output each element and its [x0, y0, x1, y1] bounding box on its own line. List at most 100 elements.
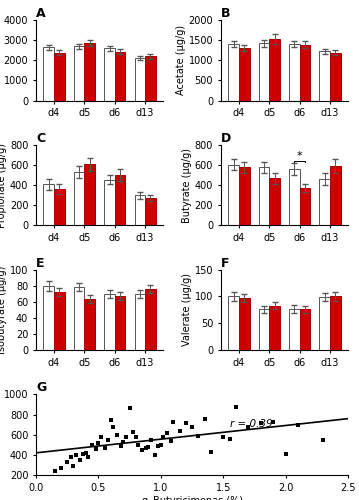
Point: [189, 422, 195, 430]
Bar: [320, 52, 330, 100]
Bar: [289, 309, 300, 350]
Point: [70, 462, 76, 470]
Bar: [74, 288, 84, 350]
Point: [108, 416, 114, 424]
Point: [52, 467, 57, 475]
Bar: [289, 169, 300, 226]
Point: [227, 435, 232, 443]
Bar: [289, 44, 300, 100]
Bar: [115, 296, 125, 350]
Point: [148, 436, 154, 444]
Point: [171, 418, 176, 426]
Point: [202, 414, 208, 422]
Bar: [84, 298, 95, 350]
Bar: [54, 189, 65, 226]
Bar: [84, 164, 95, 226]
Bar: [320, 178, 330, 226]
Bar: [145, 56, 156, 100]
Point: [118, 442, 124, 450]
Bar: [330, 296, 341, 350]
Point: [152, 451, 158, 459]
Point: [95, 439, 101, 447]
Bar: [330, 52, 341, 100]
Text: *: *: [297, 151, 303, 161]
Bar: [228, 44, 239, 100]
Point: [164, 428, 170, 436]
Bar: [320, 297, 330, 350]
Point: [168, 437, 174, 445]
Bar: [330, 166, 341, 226]
Point: [160, 432, 166, 440]
Point: [183, 418, 189, 426]
Point: [73, 451, 79, 459]
Point: [233, 402, 239, 410]
Point: [123, 432, 129, 440]
Bar: [228, 165, 239, 226]
X-axis label: g_Butyricimonas (%): g_Butyricimonas (%): [141, 496, 243, 500]
Bar: [300, 188, 310, 226]
Point: [133, 432, 139, 440]
Bar: [145, 289, 156, 350]
Point: [258, 418, 264, 426]
Bar: [239, 298, 250, 350]
Text: E: E: [36, 256, 45, 270]
Bar: [269, 306, 280, 350]
Bar: [135, 58, 145, 100]
Bar: [269, 39, 280, 100]
Point: [270, 418, 276, 426]
Point: [68, 453, 74, 461]
Point: [195, 432, 201, 440]
Text: r = 0.39: r = 0.39: [229, 418, 272, 428]
Bar: [43, 184, 54, 226]
Point: [246, 422, 251, 430]
Point: [83, 449, 89, 457]
Y-axis label: Valerate (μg/g): Valerate (μg/g): [182, 274, 192, 346]
Point: [64, 458, 70, 466]
Point: [89, 441, 95, 449]
Bar: [115, 175, 125, 226]
Bar: [74, 46, 84, 100]
Point: [208, 448, 214, 456]
Point: [114, 430, 120, 438]
Text: F: F: [221, 256, 229, 270]
Point: [93, 445, 99, 453]
Point: [177, 426, 182, 434]
Bar: [239, 168, 250, 226]
Text: D: D: [221, 132, 231, 145]
Bar: [43, 47, 54, 100]
Point: [77, 456, 83, 464]
Bar: [43, 286, 54, 350]
Bar: [84, 43, 95, 100]
Bar: [115, 52, 125, 100]
Text: A: A: [36, 7, 46, 20]
Point: [130, 428, 136, 436]
Point: [158, 441, 164, 449]
Point: [102, 444, 107, 452]
Point: [295, 420, 301, 428]
Point: [283, 450, 289, 458]
Bar: [135, 294, 145, 350]
Bar: [74, 172, 84, 226]
Bar: [269, 178, 280, 226]
Bar: [135, 195, 145, 226]
Y-axis label: Propionate (μg/g): Propionate (μg/g): [0, 142, 7, 228]
Bar: [259, 168, 269, 226]
Text: C: C: [36, 132, 45, 145]
Bar: [145, 198, 156, 226]
Bar: [259, 310, 269, 350]
Text: G: G: [36, 382, 46, 394]
Point: [135, 441, 141, 449]
Point: [111, 422, 116, 430]
Point: [155, 442, 161, 450]
Point: [58, 464, 64, 472]
Bar: [54, 52, 65, 100]
Point: [143, 444, 149, 452]
Point: [320, 436, 326, 444]
Bar: [259, 44, 269, 100]
Bar: [104, 294, 115, 350]
Point: [85, 453, 91, 461]
Text: B: B: [221, 7, 230, 20]
Bar: [104, 180, 115, 226]
Y-axis label: Butyrate (μg/g): Butyrate (μg/g): [182, 148, 192, 222]
Point: [80, 450, 86, 458]
